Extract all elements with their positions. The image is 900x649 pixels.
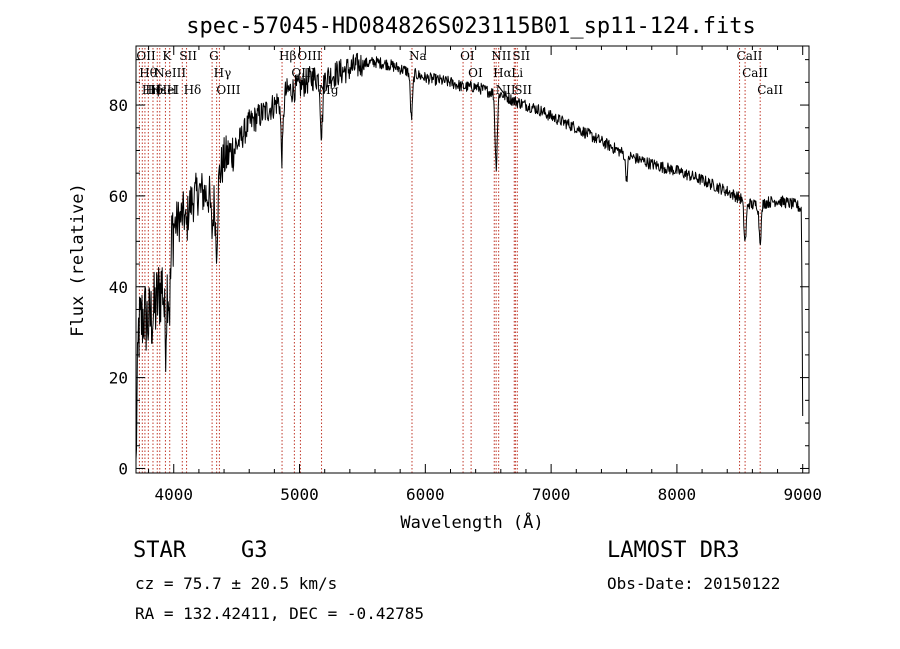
x-axis-label: Wavelength (Å) bbox=[400, 511, 543, 533]
y-tick-label: 20 bbox=[109, 369, 128, 388]
x-tick-label: 9000 bbox=[783, 485, 822, 504]
line-marker-label: HeI bbox=[157, 83, 180, 97]
line-marker-label: OIII bbox=[297, 49, 321, 63]
line-marker-label: OI bbox=[460, 49, 475, 63]
obs-date: Obs-Date: 20150122 bbox=[607, 574, 781, 593]
line-marker-label: Hη bbox=[142, 83, 160, 97]
survey-name: LAMOST DR3 bbox=[607, 538, 740, 563]
line-marker-label: G bbox=[209, 49, 219, 63]
object-class: STAR bbox=[133, 538, 186, 563]
line-marker-label: SII bbox=[179, 49, 197, 63]
x-tick-label: 8000 bbox=[658, 485, 697, 504]
x-tick-label: 7000 bbox=[532, 485, 571, 504]
line-marker-label: CaII bbox=[737, 49, 763, 63]
line-marker-label: NII bbox=[491, 49, 511, 63]
line-marker-label: SII bbox=[514, 83, 532, 97]
line-marker-label: CaII bbox=[757, 83, 783, 97]
spectrum-line bbox=[135, 52, 804, 460]
y-tick-label: 60 bbox=[109, 187, 128, 206]
line-marker-label: K bbox=[162, 49, 172, 63]
y-tick-label: 0 bbox=[118, 459, 128, 478]
line-marker-label: Na bbox=[409, 49, 427, 63]
line-marker-label: NeIII bbox=[154, 66, 186, 80]
line-marker-label: Hβ bbox=[279, 49, 296, 63]
coordinates: RA = 132.42411, DEC = -0.42785 bbox=[135, 604, 424, 623]
y-axis-ticks: 0 20 40 60 80 bbox=[109, 59, 809, 478]
spectral-subclass: G3 bbox=[241, 538, 268, 563]
line-marker-label: Hδ bbox=[145, 83, 163, 97]
redshift-info: cz = 75.7 ± 20.5 km/s bbox=[135, 574, 338, 593]
x-tick-label: 6000 bbox=[406, 485, 445, 504]
line-marker-label: OIII bbox=[216, 83, 240, 97]
x-axis-ticks: 4000 5000 6000 7000 8000 9000 bbox=[148, 46, 822, 504]
line-marker-label: Hδ bbox=[184, 83, 202, 97]
y-axis-label: Flux (relative) bbox=[68, 183, 88, 337]
line-marker-label: Hε bbox=[150, 83, 167, 97]
line-marker-label: OII bbox=[136, 49, 156, 63]
line-marker-label: Li bbox=[511, 66, 523, 80]
line-marker-label: H bbox=[167, 83, 177, 97]
line-marker-label: SII bbox=[512, 49, 530, 63]
plot-frame bbox=[135, 45, 810, 474]
line-marker-label: CaII bbox=[742, 66, 768, 80]
line-marker-label: OI bbox=[468, 66, 483, 80]
line-markers bbox=[138, 48, 761, 473]
x-tick-label: 5000 bbox=[280, 485, 319, 504]
line-marker-label: Hθ bbox=[139, 66, 157, 80]
line-marker-label: Hα bbox=[493, 66, 512, 80]
y-tick-label: 40 bbox=[109, 278, 128, 297]
y-tick-label: 80 bbox=[109, 96, 128, 115]
x-tick-label: 4000 bbox=[154, 485, 193, 504]
line-marker-label: Hγ bbox=[214, 66, 232, 80]
chart-title: spec-57045-HD084826S023115B01_sp11-124.f… bbox=[186, 14, 756, 39]
